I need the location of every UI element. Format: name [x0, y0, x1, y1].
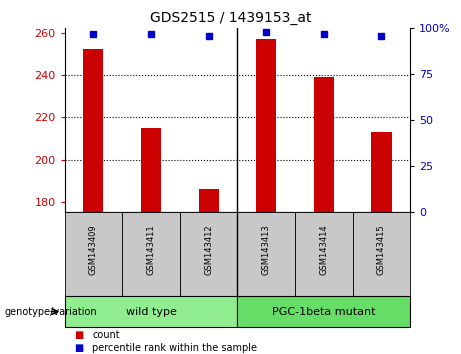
Bar [122, 212, 180, 296]
Text: GSM143414: GSM143414 [319, 224, 328, 275]
Bar [314, 77, 334, 212]
Bar [180, 212, 237, 296]
Text: GSM143412: GSM143412 [204, 224, 213, 275]
Bar [237, 212, 295, 296]
Text: GSM143411: GSM143411 [147, 224, 155, 275]
Bar [141, 128, 161, 212]
Bar [372, 132, 391, 212]
Bar [353, 212, 410, 296]
Text: GSM143415: GSM143415 [377, 224, 386, 275]
Text: ■: ■ [74, 330, 83, 340]
Bar [65, 212, 122, 296]
Text: GDS2515 / 1439153_at: GDS2515 / 1439153_at [150, 11, 311, 25]
Bar [199, 189, 219, 212]
Text: PGC-1beta mutant: PGC-1beta mutant [272, 307, 376, 316]
Text: GSM143413: GSM143413 [262, 224, 271, 275]
Text: genotype/variation: genotype/variation [5, 307, 97, 316]
Bar [295, 212, 353, 296]
Text: wild type: wild type [125, 307, 177, 316]
Text: percentile rank within the sample: percentile rank within the sample [92, 343, 257, 353]
Text: ■: ■ [74, 343, 83, 353]
Bar [83, 50, 103, 212]
Text: GSM143409: GSM143409 [89, 224, 98, 275]
Bar [65, 296, 237, 327]
Bar [237, 296, 410, 327]
Bar [256, 39, 276, 212]
Text: count: count [92, 330, 120, 340]
